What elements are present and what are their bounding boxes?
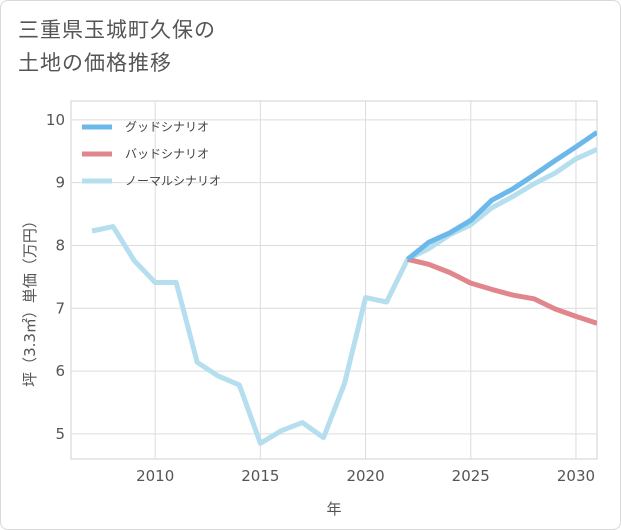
- series-layer: [91, 130, 597, 446]
- y-axis-ticks: 5 6 7 8 9 10: [46, 111, 65, 443]
- x-axis-title: 年: [326, 500, 341, 518]
- x-tick-label: 2015: [241, 467, 279, 485]
- series-line-1: [406, 130, 597, 262]
- y-tick-label: 7: [55, 299, 65, 317]
- series-line-2: [407, 256, 597, 326]
- y-tick-label: 5: [55, 425, 65, 443]
- chart-title: 三重県玉城町久保の 土地の価格推移: [18, 14, 216, 80]
- chart-title-line-1: 三重県玉城町久保の: [18, 18, 216, 42]
- x-tick-label: 2025: [452, 467, 490, 485]
- chart-title-line-2: 土地の価格推移: [18, 51, 172, 75]
- legend-label: グッドシナリオ: [125, 120, 209, 134]
- x-tick-label: 2030: [557, 467, 595, 485]
- y-axis-title: 坪（3.3㎡）単価（万円）: [21, 213, 39, 387]
- x-tick-label: 2010: [136, 467, 174, 485]
- y-tick-label: 9: [55, 174, 65, 192]
- legend-label: バッドシナリオ: [125, 147, 209, 161]
- y-tick-label: 10: [46, 111, 65, 129]
- x-axis-ticks: 2010 2015 2020 2025 2030: [136, 467, 595, 485]
- y-tick-label: 6: [55, 362, 65, 380]
- legend-label: ノーマルシナリオ: [125, 174, 221, 188]
- y-tick-label: 8: [55, 236, 65, 254]
- x-tick-label: 2020: [346, 467, 384, 485]
- grid-lines: [71, 101, 597, 459]
- series-line-3: [91, 147, 597, 446]
